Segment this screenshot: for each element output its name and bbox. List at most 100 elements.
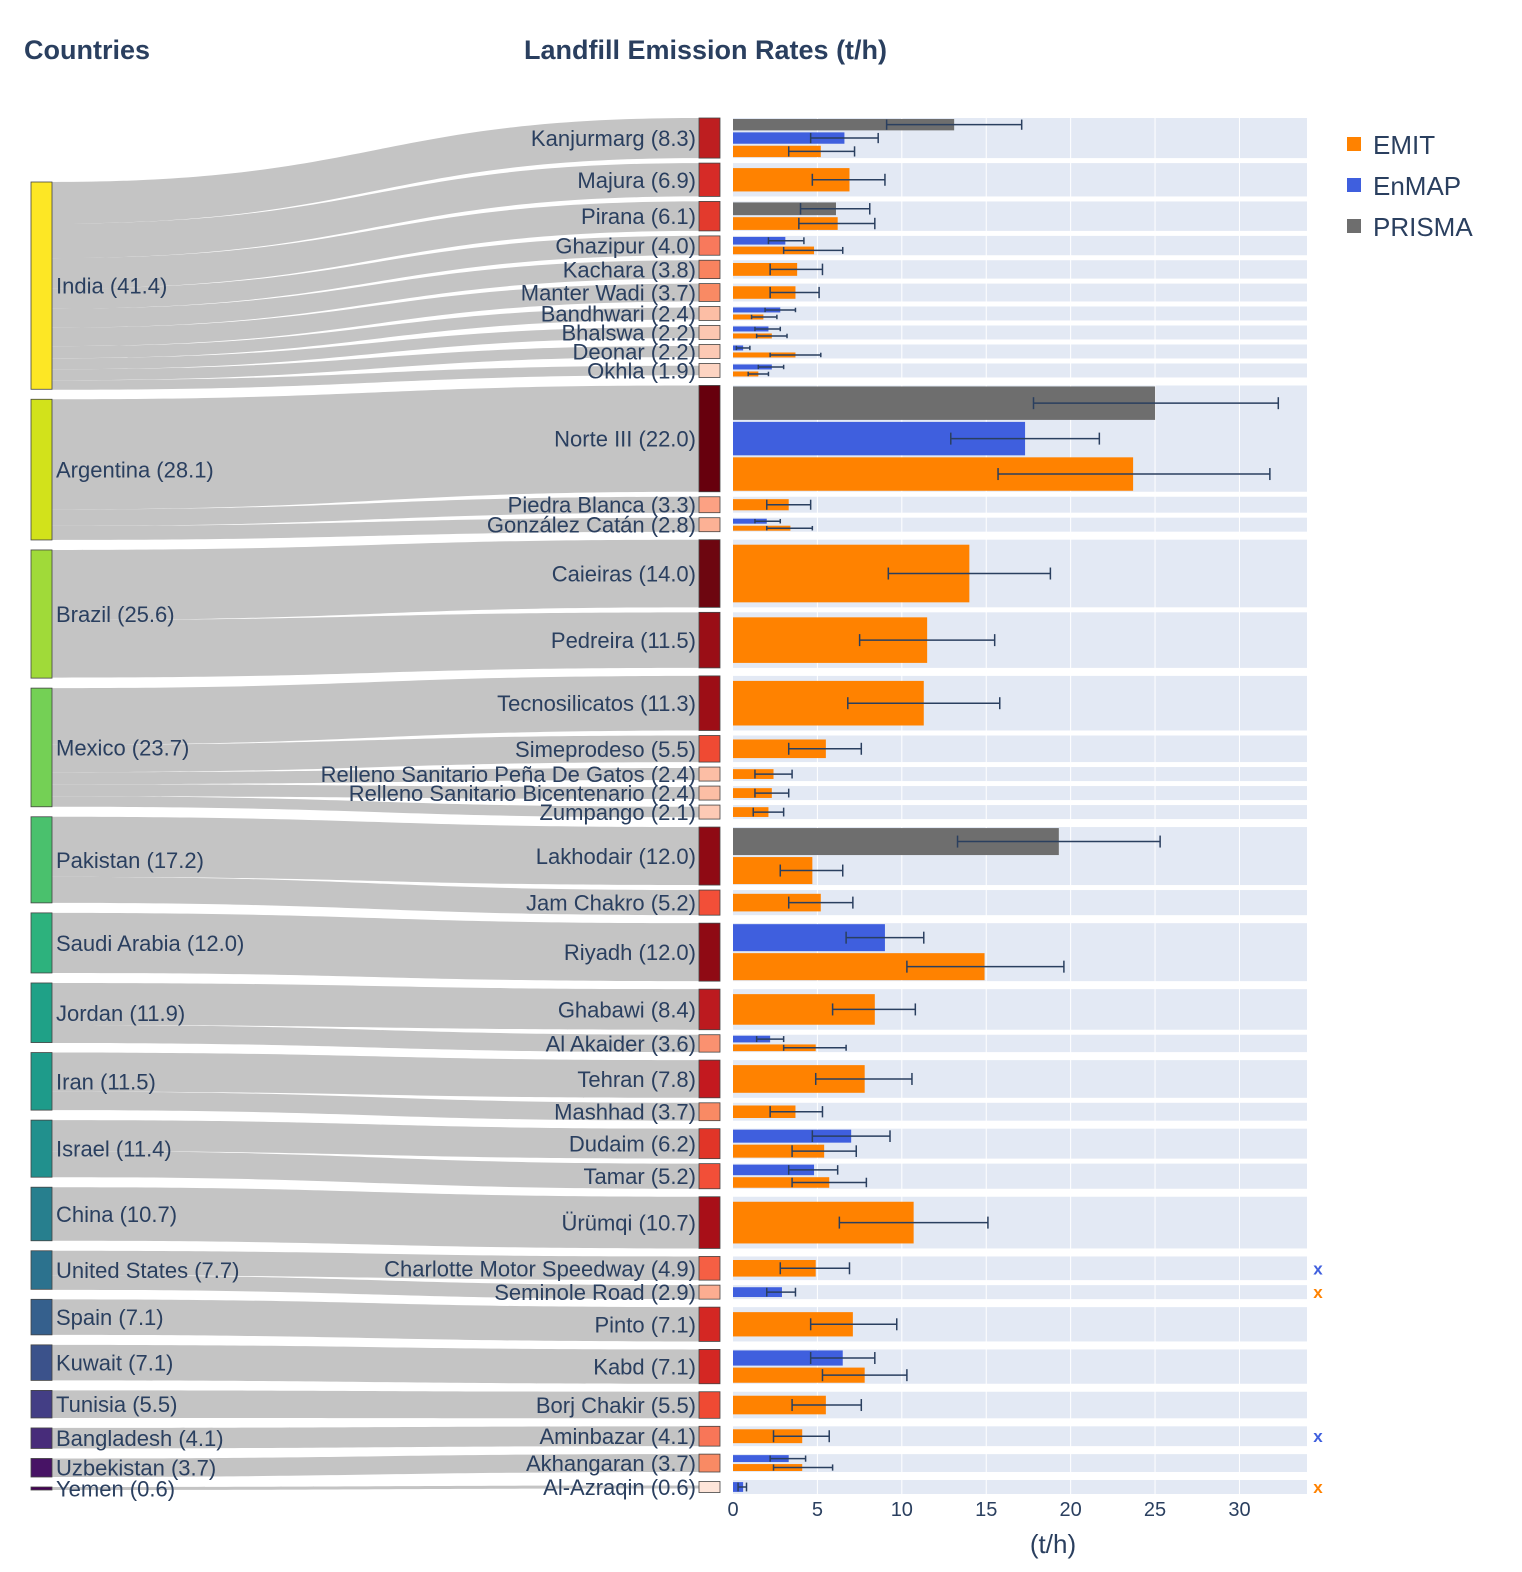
bar-dudaim-6-2-emit[interactable]: [733, 1144, 857, 1158]
bar-kanjurmarg-8-3-enmap[interactable]: [733, 132, 879, 144]
bar-bhalswa-2-2-enmap[interactable]: [733, 326, 782, 332]
bar-kabd-7-1-enmap[interactable]: [733, 1350, 876, 1366]
site-node-mashhad-3-7[interactable]: [698, 1102, 721, 1122]
bar-relleno-sanitario-bicentenario-2-4-emit[interactable]: [733, 788, 790, 798]
bar-simeprodeso-5-5-emit[interactable]: [733, 739, 863, 759]
bar-borj-chakir-5-5-emit[interactable]: [733, 1395, 863, 1415]
country-node-brazil-25-6[interactable]: [30, 549, 53, 679]
bar-aminbazar-4-1-emit[interactable]: [733, 1429, 830, 1444]
bar-seminole-road-2-9-enmap[interactable]: [733, 1287, 797, 1298]
bar-kanjurmarg-8-3-emit[interactable]: [733, 145, 856, 158]
bar-akhangaran-3-7-enmap[interactable]: [733, 1455, 807, 1463]
country-node-jordan-11-9[interactable]: [30, 982, 53, 1043]
site-node-zumpango-2-1[interactable]: [698, 804, 721, 820]
bar-deonar-2-2-emit[interactable]: [733, 352, 822, 358]
country-node-israel-11-4[interactable]: [30, 1119, 53, 1178]
site-node-pirana-6-1[interactable]: [698, 201, 721, 232]
bar-tamar-5-2-enmap[interactable]: [733, 1164, 839, 1176]
site-node-majura-6-9[interactable]: [698, 162, 721, 197]
bar-kachara-3-8-emit[interactable]: [733, 262, 824, 276]
site-node-okhla-1-9[interactable]: [698, 363, 721, 378]
site-node-piedra-blanca-3-3[interactable]: [698, 496, 721, 514]
country-node-argentina-28-1[interactable]: [30, 398, 53, 541]
bar-bandhwari-2-4-enmap[interactable]: [733, 307, 797, 313]
country-node-bangladesh-4-1[interactable]: [30, 1427, 53, 1449]
country-node-tunisia-5-5[interactable]: [30, 1390, 53, 1419]
legend-item-enmap[interactable]: EnMAP: [1347, 171, 1461, 201]
bar-zumpango-2-1-emit[interactable]: [733, 807, 785, 817]
bar-bandhwari-2-4-emit[interactable]: [733, 314, 778, 320]
site-node-pinto-7-1[interactable]: [698, 1306, 721, 1342]
site-node-kanjurmarg-8-3[interactable]: [698, 117, 721, 159]
bar-ghabawi-8-4-emit[interactable]: [733, 994, 917, 1025]
country-node-uzbekistan-3-7[interactable]: [30, 1458, 53, 1478]
bar-charlotte-motor-speedway-4-9-emit[interactable]: [733, 1260, 851, 1277]
country-node-pakistan-17-2[interactable]: [30, 816, 53, 904]
site-node-bhalswa-2-2[interactable]: [698, 325, 721, 340]
bar-manter-wadi-3-7-emit[interactable]: [733, 286, 820, 299]
bar-tehran-7-8-emit[interactable]: [733, 1065, 913, 1093]
legend-item-emit[interactable]: EMIT: [1347, 130, 1435, 160]
bar-tecnosilicatos-11-3-emit[interactable]: [733, 680, 1001, 726]
bar-pedreira-11-5-emit[interactable]: [733, 617, 996, 663]
bar-lakhodair-12-0-prisma[interactable]: [733, 828, 1161, 856]
bar-ghazipur-4-0-enmap[interactable]: [733, 236, 805, 245]
site-node-al-azraqin-0-6[interactable]: [698, 1481, 721, 1493]
bar-pinto-7-1-emit[interactable]: [733, 1312, 898, 1337]
country-node-saudi-arabia-12-0[interactable]: [30, 912, 53, 974]
legend[interactable]: EMIT EnMAP PRISMA: [1347, 130, 1473, 242]
site-node-deonar-2-2[interactable]: [698, 344, 721, 359]
site-node-norte-iii-22-0[interactable]: [698, 385, 721, 493]
site-node-tecnosilicatos-11-3[interactable]: [698, 675, 721, 731]
bar-al-azraqin-0-6-enmap[interactable]: [733, 1482, 748, 1492]
bar-riyadh-12-0-enmap[interactable]: [733, 924, 925, 952]
legend-item-prisma[interactable]: PRISMA: [1347, 212, 1473, 242]
bar-gonzalez-catan-2-8-emit[interactable]: [733, 525, 814, 531]
site-node-bandhwari-2-4[interactable]: [698, 306, 721, 321]
bar-relleno-sanitario-pena-de-gatos-2-4-emit[interactable]: [733, 769, 793, 779]
site-node-gonzalez-catan-2-8[interactable]: [698, 517, 721, 533]
bar-tamar-5-2-emit[interactable]: [733, 1177, 868, 1188]
country-node-china-10-7[interactable]: [30, 1186, 53, 1242]
site-node-riyadh-12-0[interactable]: [698, 922, 721, 982]
site-node-charlotte-motor-speedway-4-9[interactable]: [698, 1256, 721, 1281]
bar-deonar-2-2-enmap[interactable]: [733, 345, 751, 351]
site-node-relleno-sanitario-bicentenario-2-4[interactable]: [698, 785, 721, 801]
site-node-pedreira-11-5[interactable]: [698, 611, 721, 669]
site-node-manter-wadi-3-7[interactable]: [698, 283, 721, 302]
bar-piedra-blanca-3-3-emit[interactable]: [733, 499, 812, 511]
site-node-simeprodeso-5-5[interactable]: [698, 735, 721, 763]
bar-kanjurmarg-8-3-prisma[interactable]: [733, 119, 1023, 131]
country-node-united-states-7-7[interactable]: [30, 1250, 53, 1290]
bar-bhalswa-2-2-emit[interactable]: [733, 333, 788, 339]
site-node-aminbazar-4-1[interactable]: [698, 1425, 721, 1447]
site-node-tehran-7-8[interactable]: [698, 1059, 721, 1099]
bar-kabd-7-1-emit[interactable]: [733, 1367, 908, 1383]
site-node-jam-chakro-5-2[interactable]: [698, 889, 721, 916]
bar-al-akaider-3-6-enmap[interactable]: [733, 1035, 785, 1043]
bar-al-akaider-3-6-emit[interactable]: [733, 1044, 847, 1052]
bar-pirana-6-1-emit[interactable]: [733, 217, 876, 230]
site-node-kachara-3-8[interactable]: [698, 259, 721, 279]
bar-caieiras-14-0-emit[interactable]: [733, 544, 1052, 603]
bar-okhla-1-9-emit[interactable]: [733, 371, 770, 377]
site-node-dudaim-6-2[interactable]: [698, 1128, 721, 1160]
country-node-mexico-23-7[interactable]: [30, 687, 53, 808]
site-node-al-akaider-3-6[interactable]: [698, 1034, 721, 1053]
site-node-akhangaran-3-7[interactable]: [698, 1453, 721, 1473]
bar-dudaim-6-2-enmap[interactable]: [733, 1129, 891, 1143]
site-node-borj-chakir-5-5[interactable]: [698, 1391, 721, 1419]
bar-mashhad-3-7-emit[interactable]: [733, 1105, 824, 1118]
bar-riyadh-12-0-emit[interactable]: [733, 953, 1065, 981]
bar-norte-iii-22-0-enmap[interactable]: [733, 421, 1101, 456]
site-node-caieiras-14-0[interactable]: [698, 539, 721, 608]
site-node-ghabawi-8-4[interactable]: [698, 988, 721, 1031]
bar-majura-6-9-emit[interactable]: [733, 168, 886, 192]
site-node-lakhodair-12-0[interactable]: [698, 826, 721, 886]
country-node-yemen-0-6[interactable]: [30, 1486, 53, 1491]
bar-gonzalez-catan-2-8-enmap[interactable]: [733, 518, 782, 524]
bar-jam-chakro-5-2-emit[interactable]: [733, 893, 854, 912]
site-node-ghazipur-4-0[interactable]: [698, 235, 721, 256]
site-node-urumqi-10-7[interactable]: [698, 1196, 721, 1249]
bar-lakhodair-12-0-emit[interactable]: [733, 857, 844, 885]
